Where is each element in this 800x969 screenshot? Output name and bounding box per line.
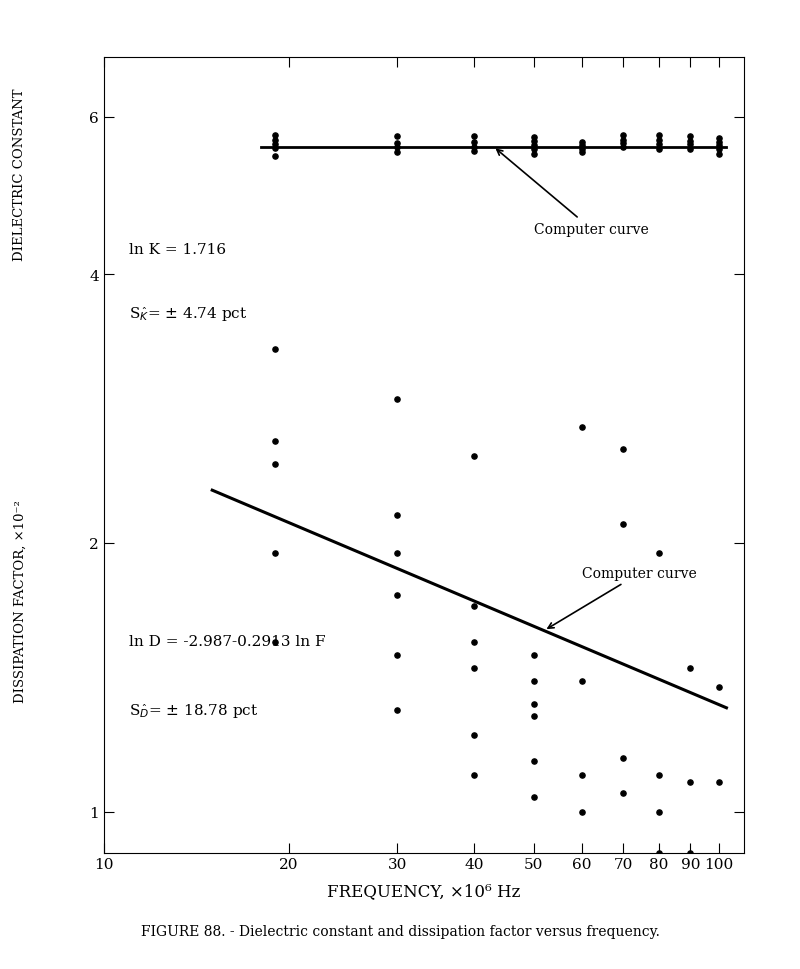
- Point: [653, 138, 666, 153]
- Point: [653, 133, 666, 148]
- Point: [576, 673, 589, 689]
- Point: [391, 141, 404, 156]
- Point: [712, 135, 725, 150]
- Point: [391, 546, 404, 561]
- Point: [617, 128, 630, 143]
- Point: [617, 785, 630, 800]
- Point: [653, 767, 666, 783]
- Point: [653, 546, 666, 561]
- Text: DISSIPATION FACTOR, ×10⁻²: DISSIPATION FACTOR, ×10⁻²: [14, 499, 26, 703]
- Point: [468, 660, 481, 675]
- Point: [684, 953, 697, 969]
- Point: [527, 134, 540, 149]
- Point: [576, 141, 589, 157]
- Point: [617, 133, 630, 148]
- Point: [684, 660, 697, 675]
- Point: [527, 146, 540, 162]
- Point: [576, 139, 589, 154]
- Text: Computer curve: Computer curve: [548, 567, 697, 629]
- Point: [468, 635, 481, 650]
- Point: [653, 141, 666, 157]
- Point: [617, 136, 630, 151]
- Point: [684, 138, 697, 153]
- Point: [527, 139, 540, 154]
- Point: [712, 131, 725, 146]
- X-axis label: FREQUENCY, ×10⁶ Hz: FREQUENCY, ×10⁶ Hz: [327, 883, 521, 899]
- Point: [391, 136, 404, 151]
- Point: [269, 457, 282, 473]
- Point: [712, 900, 725, 916]
- Text: Computer curve: Computer curve: [497, 150, 648, 236]
- Point: [391, 129, 404, 144]
- Text: S$_{\hat{D}}$= $\pm$ 18.78 pct: S$_{\hat{D}}$= $\pm$ 18.78 pct: [130, 702, 258, 719]
- Point: [617, 140, 630, 155]
- Point: [712, 774, 725, 790]
- Point: [468, 143, 481, 159]
- Point: [391, 587, 404, 603]
- Point: [468, 135, 481, 150]
- Point: [527, 130, 540, 145]
- Point: [391, 145, 404, 161]
- Point: [527, 141, 540, 157]
- Point: [712, 139, 725, 154]
- Point: [468, 129, 481, 144]
- Point: [712, 146, 725, 162]
- Point: [617, 442, 630, 457]
- Point: [468, 767, 481, 783]
- Point: [527, 708, 540, 724]
- Point: [653, 804, 666, 820]
- Point: [576, 804, 589, 820]
- Point: [653, 128, 666, 143]
- Point: [468, 450, 481, 465]
- Point: [269, 133, 282, 148]
- Point: [527, 754, 540, 769]
- Point: [653, 891, 666, 906]
- Point: [684, 141, 697, 157]
- Point: [684, 774, 697, 790]
- Point: [468, 727, 481, 742]
- Point: [576, 420, 589, 435]
- Point: [391, 703, 404, 718]
- Point: [269, 141, 282, 157]
- Point: [684, 134, 697, 149]
- Point: [527, 697, 540, 712]
- Point: [269, 149, 282, 165]
- Point: [653, 845, 666, 860]
- Point: [712, 679, 725, 695]
- Point: [269, 342, 282, 358]
- Point: [269, 546, 282, 561]
- Point: [576, 767, 589, 783]
- Point: [684, 129, 697, 144]
- Point: [527, 647, 540, 663]
- Point: [269, 137, 282, 152]
- Point: [576, 145, 589, 161]
- Point: [269, 128, 282, 143]
- Point: [617, 516, 630, 532]
- Point: [712, 141, 725, 157]
- Point: [684, 845, 697, 860]
- Point: [468, 140, 481, 155]
- Point: [269, 434, 282, 450]
- Point: [712, 854, 725, 869]
- Point: [684, 900, 697, 916]
- Point: [527, 789, 540, 804]
- Point: [527, 673, 540, 689]
- Text: DIELECTRIC CONSTANT: DIELECTRIC CONSTANT: [14, 88, 26, 261]
- Point: [391, 508, 404, 523]
- Text: S$_{\hat{K}}$= $\pm$ 4.74 pct: S$_{\hat{K}}$= $\pm$ 4.74 pct: [130, 305, 248, 323]
- Point: [391, 647, 404, 663]
- Point: [576, 135, 589, 150]
- Point: [468, 599, 481, 614]
- Point: [617, 750, 630, 766]
- Point: [391, 391, 404, 407]
- Text: ln K = 1.716: ln K = 1.716: [130, 242, 226, 257]
- Text: ln D = -2.987-0.2913 ln F: ln D = -2.987-0.2913 ln F: [130, 635, 326, 648]
- Point: [269, 635, 282, 650]
- Text: FIGURE 88. - Dielectric constant and dissipation factor versus frequency.: FIGURE 88. - Dielectric constant and dis…: [141, 924, 659, 938]
